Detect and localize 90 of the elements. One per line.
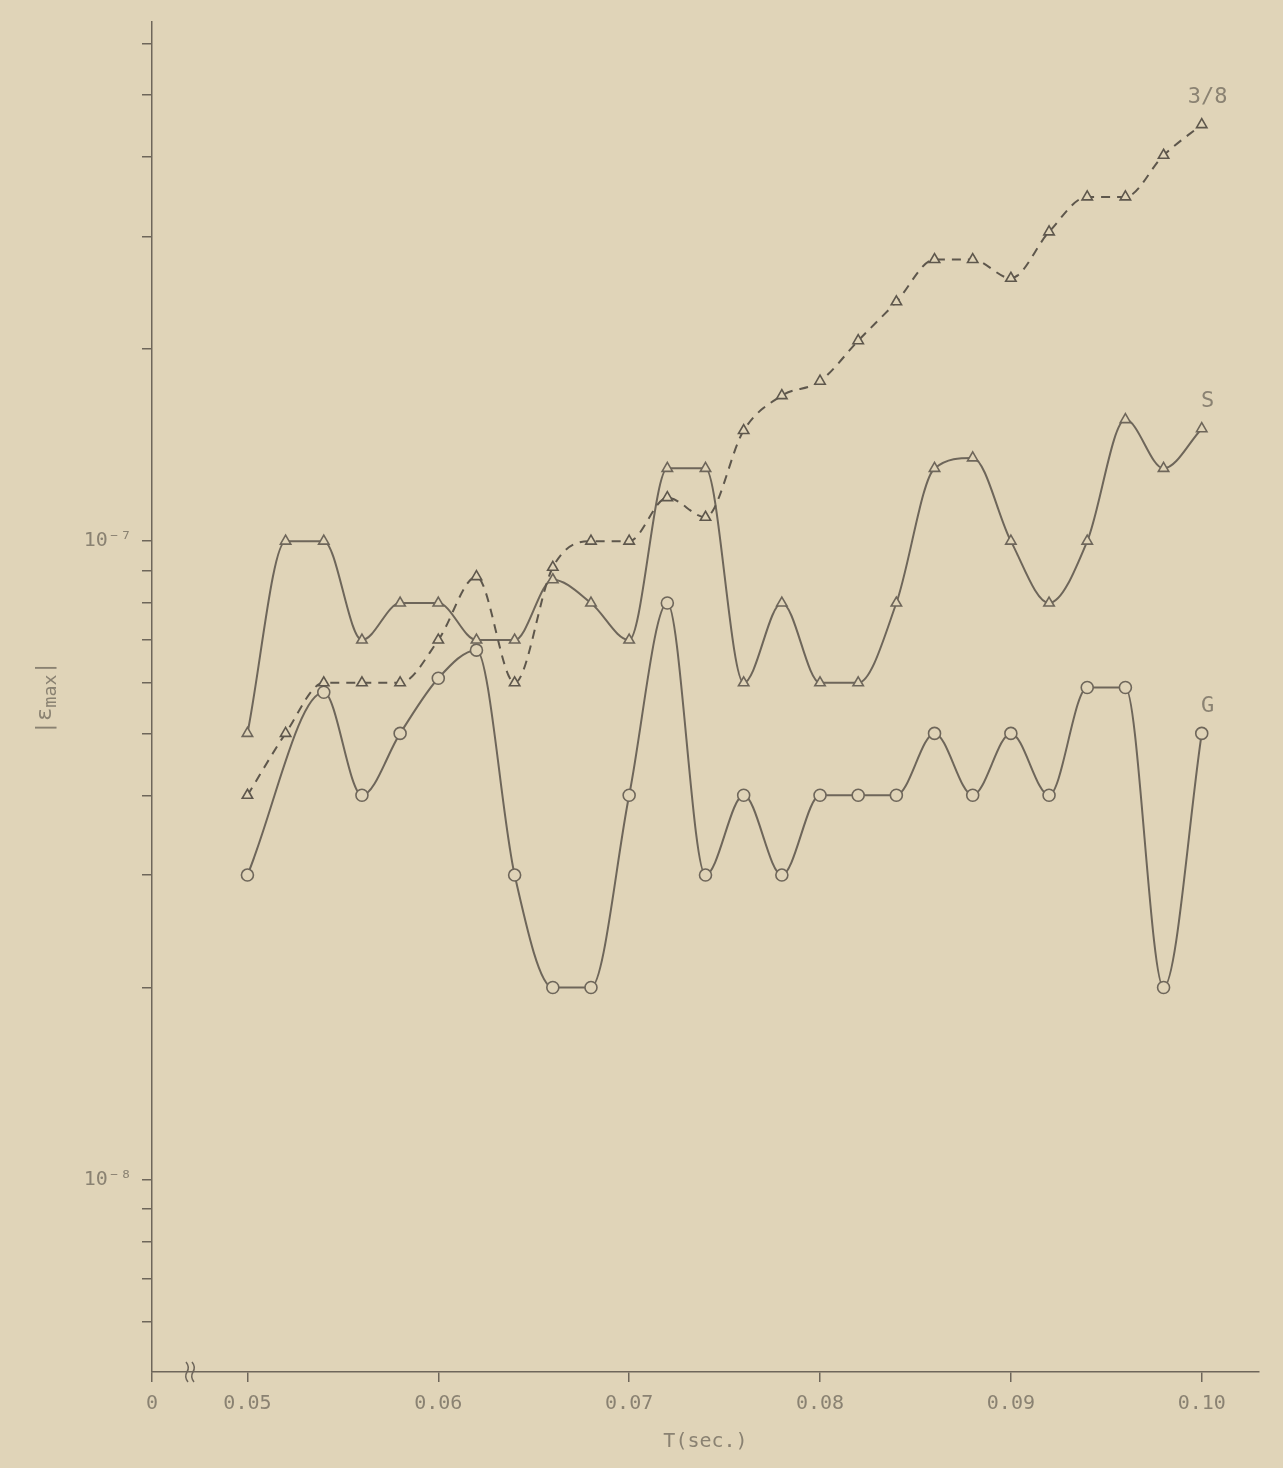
point xyxy=(736,788,751,803)
point xyxy=(240,868,255,882)
point xyxy=(1004,271,1017,283)
point xyxy=(661,461,674,473)
y-tick-label: 10⁻⁸ xyxy=(83,1165,132,1190)
point xyxy=(1119,190,1132,201)
point xyxy=(317,534,330,545)
point xyxy=(623,633,636,644)
point xyxy=(775,596,788,607)
point xyxy=(1119,412,1132,424)
x-tick-label: 0.06 xyxy=(414,1390,463,1415)
point xyxy=(546,560,559,572)
point xyxy=(508,633,521,644)
series-label: S xyxy=(1201,387,1215,413)
series-label: 3/8 xyxy=(1187,83,1228,109)
point xyxy=(355,633,368,644)
point xyxy=(1195,421,1208,433)
point xyxy=(546,572,559,584)
point xyxy=(241,726,254,738)
point xyxy=(1004,534,1017,545)
point xyxy=(660,596,675,610)
point xyxy=(355,676,368,687)
point xyxy=(1194,726,1209,741)
point xyxy=(966,451,979,462)
point xyxy=(814,676,827,687)
point xyxy=(431,671,446,686)
point xyxy=(928,461,941,473)
point xyxy=(393,726,407,741)
point xyxy=(699,510,712,522)
point xyxy=(966,252,979,264)
x-tick-label: 0 xyxy=(145,1390,159,1415)
point xyxy=(1004,726,1018,741)
point xyxy=(584,980,598,995)
point xyxy=(507,868,522,882)
series-label: G xyxy=(1201,692,1215,718)
point xyxy=(316,685,331,700)
x-tick-label: 0.07 xyxy=(605,1390,654,1415)
point xyxy=(965,788,980,803)
point xyxy=(1043,596,1056,607)
point xyxy=(623,534,636,545)
point xyxy=(470,633,483,644)
y-tick-label: 10⁻⁷ xyxy=(83,527,132,552)
point xyxy=(927,726,942,741)
x-axis-title: T(sec.) xyxy=(663,1428,748,1453)
point xyxy=(508,676,521,687)
point xyxy=(1157,461,1170,473)
point xyxy=(851,788,865,803)
point xyxy=(852,333,865,345)
point xyxy=(775,388,788,400)
point xyxy=(661,490,674,502)
point xyxy=(1157,148,1170,160)
point xyxy=(394,676,407,687)
point xyxy=(852,676,865,687)
point xyxy=(1195,117,1208,129)
point xyxy=(737,676,750,687)
x-tick-label: 0.10 xyxy=(1177,1390,1226,1415)
point xyxy=(890,596,903,607)
point xyxy=(737,423,750,435)
point xyxy=(1118,680,1133,695)
point xyxy=(584,596,597,607)
point xyxy=(928,252,941,264)
point xyxy=(698,868,713,882)
point xyxy=(622,788,636,803)
point xyxy=(279,726,292,738)
point xyxy=(1081,534,1094,545)
x-tick-label: 0.09 xyxy=(986,1390,1035,1415)
point xyxy=(546,980,560,995)
point xyxy=(889,788,904,803)
point xyxy=(1042,788,1056,803)
point xyxy=(584,534,597,545)
point xyxy=(775,868,789,882)
point xyxy=(890,295,903,306)
point xyxy=(432,596,445,607)
point xyxy=(814,374,827,386)
x-tick-label: 0.05 xyxy=(223,1390,272,1415)
point xyxy=(1081,190,1094,201)
point xyxy=(1043,225,1056,236)
point xyxy=(432,633,445,644)
point xyxy=(394,596,407,607)
x-tick-label: 0.08 xyxy=(795,1390,845,1415)
point xyxy=(470,569,483,581)
point xyxy=(1156,980,1171,995)
point xyxy=(355,788,369,803)
point xyxy=(813,788,827,803)
point xyxy=(241,788,254,800)
point xyxy=(699,461,712,473)
point xyxy=(279,534,292,545)
point xyxy=(317,676,330,687)
point xyxy=(1080,680,1095,695)
point xyxy=(469,643,484,657)
